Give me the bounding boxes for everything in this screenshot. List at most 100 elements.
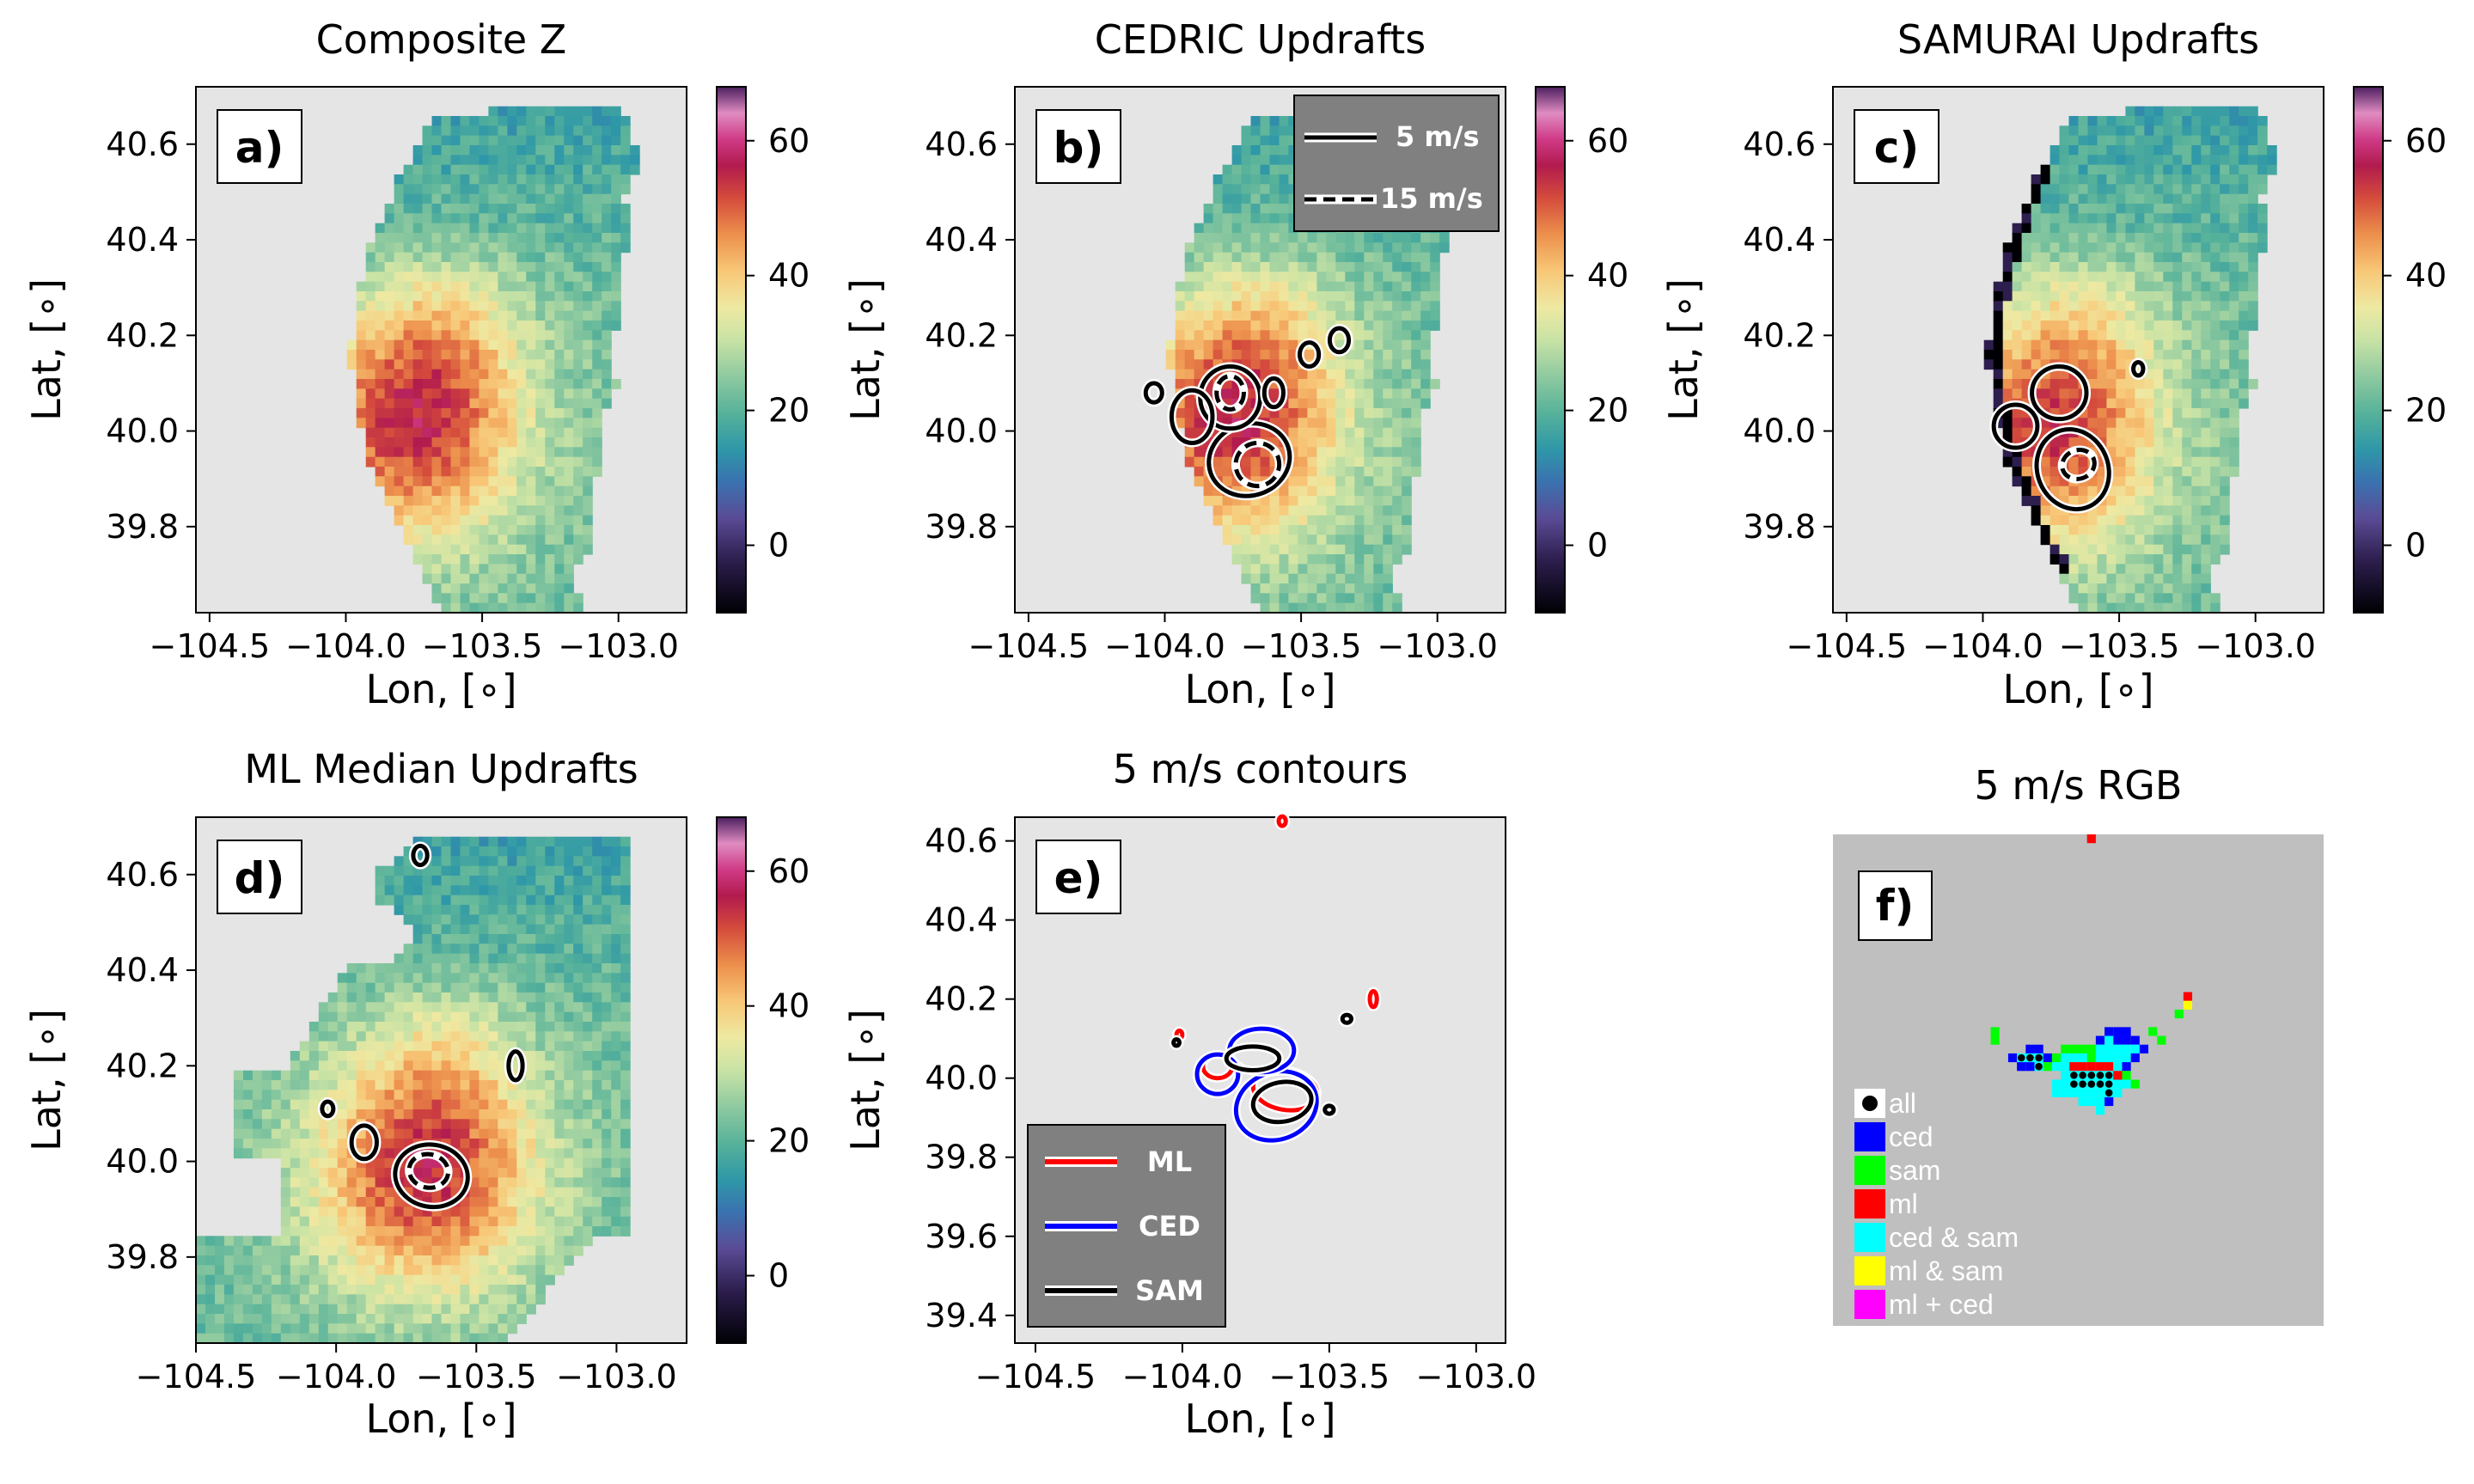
reflectivity-cell bbox=[498, 554, 508, 565]
reflectivity-cell bbox=[2078, 125, 2089, 137]
reflectivity-cell bbox=[507, 193, 517, 205]
reflectivity-cell bbox=[441, 184, 452, 195]
reflectivity-cell bbox=[554, 418, 565, 429]
reflectivity-cell bbox=[1194, 339, 1205, 351]
reflectivity-cell bbox=[2031, 505, 2042, 516]
reflectivity-cell bbox=[318, 1119, 329, 1130]
reflectivity-cell bbox=[545, 242, 555, 253]
reflectivity-cell bbox=[2144, 427, 2154, 438]
reflectivity-cell bbox=[1354, 544, 1365, 555]
colorbar-tick-label: 40 bbox=[1587, 257, 1628, 295]
reflectivity-cell bbox=[2153, 369, 2164, 380]
reflectivity-cell bbox=[2191, 573, 2202, 584]
reflectivity-cell bbox=[422, 1255, 433, 1266]
reflectivity-cell bbox=[1373, 242, 1384, 253]
reflectivity-cell bbox=[223, 1236, 235, 1247]
reflectivity-cell bbox=[498, 252, 508, 263]
colorbar-tick-label: 40 bbox=[2405, 257, 2447, 295]
reflectivity-cell bbox=[1993, 321, 2004, 331]
reflectivity-cell bbox=[1307, 505, 1317, 516]
reflectivity-cell bbox=[450, 515, 461, 526]
reflectivity-cell bbox=[2144, 515, 2154, 526]
reflectivity-cell bbox=[2248, 213, 2258, 224]
reflectivity-cell bbox=[2182, 418, 2192, 429]
reflectivity-cell bbox=[450, 437, 461, 448]
reflectivity-cell bbox=[422, 496, 433, 506]
reflectivity-cell bbox=[2153, 525, 2164, 535]
reflectivity-cell bbox=[1364, 339, 1374, 351]
reflectivity-cell bbox=[1184, 339, 1195, 351]
reflectivity-cell bbox=[346, 1022, 357, 1032]
reflectivity-cell bbox=[479, 1216, 489, 1227]
reflectivity-cell bbox=[1420, 301, 1431, 312]
reflectivity-cell bbox=[403, 437, 414, 448]
reflectivity-cell bbox=[1222, 193, 1233, 205]
reflectivity-cell bbox=[394, 515, 405, 526]
reflectivity-cell bbox=[242, 1090, 254, 1101]
reflectivity-cell bbox=[412, 213, 424, 224]
reflectivity-cell bbox=[356, 1255, 367, 1266]
reflectivity-cell bbox=[1175, 369, 1186, 380]
reflectivity-cell bbox=[2153, 301, 2164, 312]
reflectivity-cell bbox=[2163, 252, 2173, 263]
reflectivity-cell bbox=[431, 544, 443, 555]
reflectivity-cell bbox=[1288, 505, 1298, 516]
reflectivity-cell bbox=[2144, 184, 2154, 195]
reflectivity-cell bbox=[1402, 379, 1412, 389]
reflectivity-cell bbox=[403, 321, 414, 331]
reflectivity-cell bbox=[1222, 476, 1233, 487]
reflectivity-cell bbox=[2182, 447, 2192, 458]
reflectivity-cell bbox=[2059, 301, 2070, 312]
reflectivity-cell bbox=[545, 496, 555, 506]
reflectivity-cell bbox=[2078, 223, 2089, 234]
reflectivity-cell bbox=[2144, 505, 2154, 516]
reflectivity-cell bbox=[2125, 544, 2135, 555]
reflectivity-cell bbox=[2163, 496, 2173, 506]
reflectivity-cell bbox=[2172, 193, 2183, 205]
reflectivity-cell bbox=[507, 339, 517, 351]
reflectivity-cell bbox=[431, 1285, 443, 1295]
reflectivity-cell bbox=[1326, 593, 1336, 604]
panel-label-box bbox=[1854, 109, 1939, 184]
reflectivity-cell bbox=[602, 164, 612, 175]
reflectivity-cell bbox=[356, 350, 367, 360]
reflectivity-cell bbox=[1307, 456, 1317, 467]
reflectivity-cell bbox=[2106, 310, 2117, 321]
reflectivity-cell bbox=[1345, 525, 1355, 535]
reflectivity-cell bbox=[1335, 262, 1346, 272]
reflectivity-cell bbox=[2078, 593, 2089, 604]
reflectivity-cell bbox=[1213, 281, 1224, 292]
reflectivity-cell bbox=[356, 1285, 367, 1295]
reflectivity-cell bbox=[2021, 379, 2032, 389]
reflectivity-cell bbox=[1354, 593, 1365, 604]
reflectivity-cell bbox=[602, 174, 612, 185]
reflectivity-cell bbox=[1326, 369, 1336, 380]
reflectivity-cell bbox=[356, 1168, 367, 1178]
reflectivity-cell bbox=[2049, 467, 2061, 477]
reflectivity-cell bbox=[2106, 602, 2117, 614]
reflectivity-cell bbox=[394, 204, 405, 214]
colorbar-tick-label: 60 bbox=[1587, 122, 1628, 160]
reflectivity-cell bbox=[233, 1314, 244, 1324]
reflectivity-cell bbox=[564, 204, 574, 214]
reflectivity-cell bbox=[299, 1177, 310, 1188]
reflectivity-cell bbox=[2220, 145, 2230, 156]
reflectivity-cell bbox=[1326, 496, 1336, 506]
reflectivity-cell bbox=[2144, 369, 2154, 380]
reflectivity-cell bbox=[2125, 301, 2135, 312]
reflectivity-cell bbox=[1364, 252, 1374, 263]
reflectivity-cell bbox=[469, 1216, 480, 1227]
reflectivity-cell bbox=[384, 252, 395, 263]
reflectivity-cell bbox=[2087, 184, 2098, 195]
reflectivity-cell bbox=[2078, 573, 2089, 584]
reflectivity-cell bbox=[460, 1031, 471, 1042]
reflectivity-cell bbox=[2040, 534, 2051, 546]
reflectivity-cell bbox=[479, 155, 489, 166]
reflectivity-cell bbox=[2135, 554, 2145, 565]
reflectivity-cell bbox=[2068, 330, 2080, 341]
reflectivity-cell bbox=[583, 193, 593, 205]
reflectivity-cell bbox=[450, 1070, 461, 1081]
reflectivity-cell bbox=[346, 1041, 357, 1052]
reflectivity-cell bbox=[2191, 515, 2202, 526]
reflectivity-cell bbox=[1373, 272, 1384, 283]
